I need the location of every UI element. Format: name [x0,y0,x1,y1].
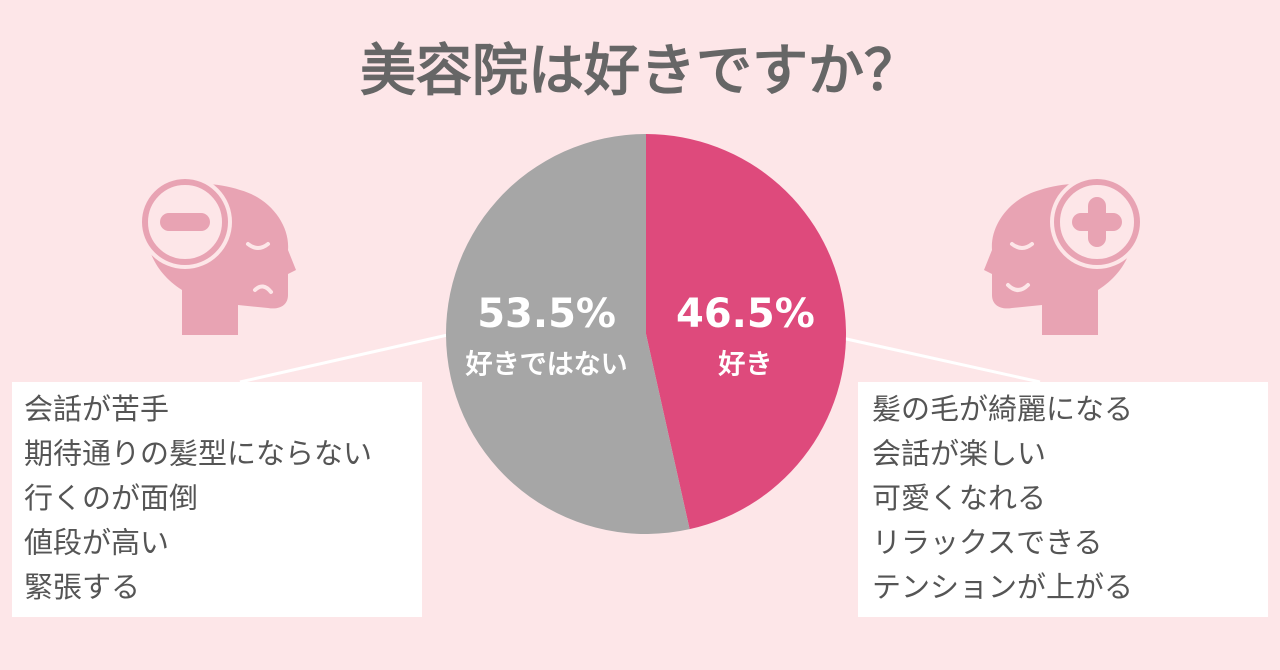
like-reason: 可愛くなれる [872,481,1046,515]
dislike-reason: 緊張する [24,570,140,604]
pie-slice [446,133,690,534]
like-reason: 髪の毛が綺麗になる [872,392,1133,426]
connector [239,332,453,384]
positive-head-icon [984,175,1144,335]
slice-label: 好きではない [465,350,628,381]
like-reason: リラックスできる [872,526,1103,560]
slice-label: 好き [717,350,772,381]
connector [841,336,1041,384]
negative-head-icon [138,175,296,335]
like-reason: テンションが上がる [872,570,1133,604]
value-label: 46.5% [676,291,815,337]
like-reasons-box [858,382,1268,617]
pie-slice [646,134,846,530]
dislike-reasons-box [12,382,422,617]
dislike-reason: 行くのが面倒 [24,481,198,515]
dislike-reason: 値段が高い [24,526,169,560]
dislike-reason: 期待通りの髪型にならない [24,437,372,471]
dislike-reason: 会話が苦手 [24,392,169,426]
like-reason: 会話が楽しい [872,437,1046,471]
value-label: 53.5% [477,291,616,337]
chart-title: 美容院は好きですか？ [360,39,920,104]
